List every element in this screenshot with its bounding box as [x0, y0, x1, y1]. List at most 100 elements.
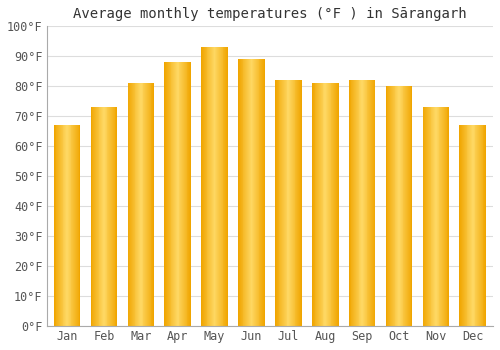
Bar	[140, 83, 141, 326]
Bar	[216, 47, 217, 326]
Bar	[96, 107, 97, 326]
Bar	[480, 125, 482, 326]
Bar	[109, 107, 110, 326]
Bar	[391, 86, 392, 326]
Bar	[239, 59, 240, 326]
Bar	[288, 80, 289, 326]
Bar	[312, 83, 313, 326]
Bar	[184, 62, 185, 326]
Bar	[472, 125, 473, 326]
Bar	[146, 83, 147, 326]
Bar	[283, 80, 284, 326]
Bar	[392, 86, 393, 326]
Bar	[252, 59, 253, 326]
Bar	[69, 125, 70, 326]
Bar	[280, 80, 281, 326]
Bar	[386, 86, 388, 326]
Bar	[372, 80, 374, 326]
Bar	[186, 62, 188, 326]
Bar	[290, 80, 291, 326]
Bar	[470, 125, 471, 326]
Bar	[328, 83, 329, 326]
Bar	[433, 107, 434, 326]
Bar	[108, 107, 109, 326]
Bar	[289, 80, 290, 326]
Bar	[296, 80, 297, 326]
Bar	[408, 86, 410, 326]
Bar	[473, 125, 474, 326]
Bar	[440, 107, 441, 326]
Bar	[56, 125, 58, 326]
Bar	[174, 62, 175, 326]
Bar	[211, 47, 212, 326]
Bar	[313, 83, 314, 326]
Bar	[365, 80, 366, 326]
Bar	[466, 125, 468, 326]
Bar	[333, 83, 334, 326]
Bar	[361, 80, 362, 326]
Bar	[462, 125, 463, 326]
Bar	[275, 80, 276, 326]
Bar	[224, 47, 225, 326]
Bar	[66, 125, 67, 326]
Bar	[260, 59, 261, 326]
Bar	[133, 83, 134, 326]
Bar	[428, 107, 429, 326]
Bar	[434, 107, 435, 326]
Bar	[263, 59, 264, 326]
Bar	[356, 80, 357, 326]
Bar	[438, 107, 440, 326]
Bar	[401, 86, 402, 326]
Bar	[326, 83, 327, 326]
Bar	[291, 80, 292, 326]
Bar	[407, 86, 408, 326]
Bar	[369, 80, 370, 326]
Bar	[370, 80, 371, 326]
Bar	[76, 125, 77, 326]
Bar	[144, 83, 145, 326]
Bar	[482, 125, 484, 326]
Bar	[98, 107, 100, 326]
Bar	[78, 125, 80, 326]
Bar	[112, 107, 113, 326]
Bar	[104, 107, 105, 326]
Bar	[218, 47, 219, 326]
Bar	[446, 107, 448, 326]
Bar	[350, 80, 352, 326]
Bar	[247, 59, 248, 326]
Bar	[362, 80, 363, 326]
Bar	[322, 83, 324, 326]
Bar	[398, 86, 399, 326]
Bar	[400, 86, 401, 326]
Bar	[221, 47, 222, 326]
Bar	[177, 62, 178, 326]
Bar	[60, 125, 61, 326]
Bar	[134, 83, 136, 326]
Bar	[277, 80, 278, 326]
Bar	[364, 80, 365, 326]
Bar	[256, 59, 257, 326]
Bar	[354, 80, 355, 326]
Bar	[484, 125, 485, 326]
Bar	[105, 107, 106, 326]
Bar	[141, 83, 142, 326]
Bar	[330, 83, 332, 326]
Bar	[396, 86, 397, 326]
Bar	[358, 80, 360, 326]
Bar	[214, 47, 216, 326]
Bar	[94, 107, 95, 326]
Bar	[61, 125, 62, 326]
Bar	[73, 125, 74, 326]
Bar	[176, 62, 177, 326]
Bar	[255, 59, 256, 326]
Bar	[465, 125, 466, 326]
Bar	[298, 80, 299, 326]
Bar	[132, 83, 133, 326]
Bar	[164, 62, 166, 326]
Bar	[324, 83, 325, 326]
Bar	[442, 107, 443, 326]
Bar	[64, 125, 66, 326]
Bar	[253, 59, 254, 326]
Bar	[148, 83, 149, 326]
Bar	[258, 59, 260, 326]
